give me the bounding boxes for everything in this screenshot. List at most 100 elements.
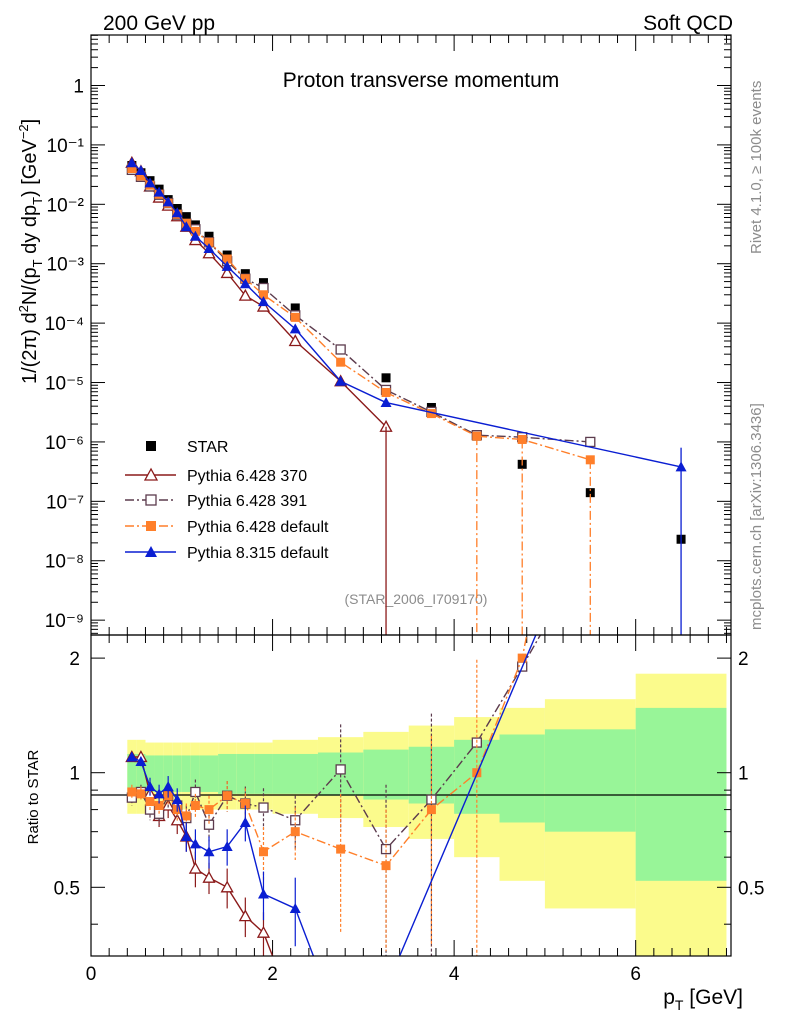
legend-marker [143, 467, 159, 481]
uncertainty-band-inner [499, 734, 545, 823]
legend-marker [146, 441, 156, 451]
ratio-data-point [203, 846, 215, 857]
ratio-data-point [240, 799, 250, 809]
legend-label: Pythia 8.315 default [187, 545, 329, 562]
ratio-panel-frame [90, 634, 732, 957]
ratio-y-tick-label: 1 [738, 764, 749, 785]
ratio-data-point [203, 819, 215, 830]
data-point [189, 230, 201, 241]
ratio-data-point [289, 902, 301, 913]
data-point [171, 207, 183, 218]
ratio-data-point [258, 802, 269, 813]
uncertainty-band-inner [544, 729, 636, 832]
legend-label: Pythia 6.428 default [187, 519, 329, 536]
data-point [204, 231, 214, 241]
series-line-3 [131, 167, 591, 461]
uncertainty-band-inner [172, 755, 182, 792]
data-point [238, 288, 252, 301]
energy-label: 200 GeV pp [103, 12, 215, 35]
ratio-y-tick-label: 1 [69, 764, 80, 785]
uncertainty-band-inner [218, 753, 237, 794]
data-point [380, 397, 392, 408]
legend-label: Pythia 6.428 370 [187, 468, 307, 485]
legend-marker [145, 546, 157, 557]
data-point [204, 237, 214, 247]
ratio-data-point [221, 840, 233, 851]
analysis-watermark: (STAR_2006_I709170) [345, 591, 488, 607]
main-y-tick-label: 1 [73, 76, 84, 97]
main-y-tick-label: 10⁻⁷ [46, 492, 84, 513]
data-point [180, 221, 192, 232]
ratio-data-point [335, 764, 346, 775]
ratio-data-point [188, 861, 202, 874]
ratio-data-point [181, 811, 191, 821]
legend: STAR Pythia 6.428 370 Pythia 6.428 391 Pyth… [125, 439, 329, 562]
ratio-data-point [517, 653, 527, 663]
data-point [136, 171, 146, 181]
x-tick-label: 6 [630, 964, 641, 985]
ratio-data-point [336, 844, 346, 854]
main-y-tick-label: 10⁻² [47, 195, 85, 216]
uncertainty-band-inner [272, 753, 318, 794]
main-y-tick-label: 10⁻¹ [47, 136, 85, 157]
ratio-y-tick-label: 2 [69, 649, 80, 670]
uncertainty-band-inner [190, 755, 200, 792]
data-point [220, 266, 234, 279]
main-y-tick-label: 10⁻⁸ [45, 552, 84, 573]
uncertainty-band-inner [136, 753, 146, 794]
uncertainty-band-inner [199, 755, 219, 792]
ratio-data-point [204, 805, 214, 815]
ratio-data-point [135, 756, 147, 767]
main-y-tick-label: 10⁻⁴ [45, 314, 84, 335]
legend-marker [145, 494, 157, 506]
ratio-y-tick-label: 0.5 [54, 878, 80, 899]
data-point [335, 375, 347, 386]
ratio-series-line-4 [399, 634, 537, 957]
data-point [126, 157, 138, 168]
data-point [181, 212, 191, 222]
uncertainty-band-inner [154, 755, 164, 792]
data-point [426, 409, 436, 419]
main-series-layer [125, 155, 687, 635]
ratio-data-point [126, 751, 138, 762]
uncertainty-band-inner [254, 753, 273, 794]
ratio-data-point [180, 830, 192, 841]
data-point [153, 186, 165, 197]
ratio-data-point [239, 816, 251, 827]
data-point [585, 488, 595, 498]
chart-title: Proton transverse momentum [283, 69, 560, 92]
ratio-data-point [426, 794, 437, 805]
ratio-data-point [153, 808, 165, 819]
main-axis-ticks: 10⁻⁹ 10⁻⁸ 10⁻⁷ 10⁻⁶ 10⁻⁵ 10⁻⁴ 10⁻³ 10⁻² 10⁻¹ 1 [45, 34, 731, 635]
uncertainty-band-inner [635, 707, 727, 881]
data-point [585, 436, 596, 448]
main-y-tick-label: 10⁻⁶ [45, 433, 84, 454]
uncertainty-band-inner [127, 753, 137, 794]
data-point [222, 254, 232, 264]
ratio-data-point [290, 827, 300, 837]
rivet-version-label: Rivet 4.1.0, ≥ 100k events [748, 81, 765, 254]
legend-label: STAR [187, 439, 228, 456]
ratio-data-point [145, 797, 155, 807]
x-tick-label: 2 [267, 964, 278, 985]
data-point [221, 260, 233, 271]
ratio-data-point [154, 801, 164, 811]
series-line-4 [131, 162, 682, 468]
main-y-tick-label: 10⁻⁹ [45, 611, 84, 632]
x-axis-label: pT [GeV] [663, 986, 743, 1013]
data-point [127, 164, 137, 174]
data-point [203, 243, 215, 254]
ratio-data-point [136, 789, 146, 799]
ratio-series-layer [125, 634, 541, 957]
uncertainty-band-inner [163, 755, 173, 792]
ratio-data-point [153, 788, 165, 799]
data-point [335, 344, 346, 355]
ratio-data-point [257, 888, 269, 899]
ratio-y-tick-label: 2 [738, 649, 749, 670]
data-point [290, 312, 300, 322]
data-point [381, 373, 391, 383]
ratio-data-point [256, 925, 271, 938]
data-point [162, 196, 174, 207]
data-point [289, 323, 301, 334]
category-label: Soft QCD [643, 12, 733, 35]
